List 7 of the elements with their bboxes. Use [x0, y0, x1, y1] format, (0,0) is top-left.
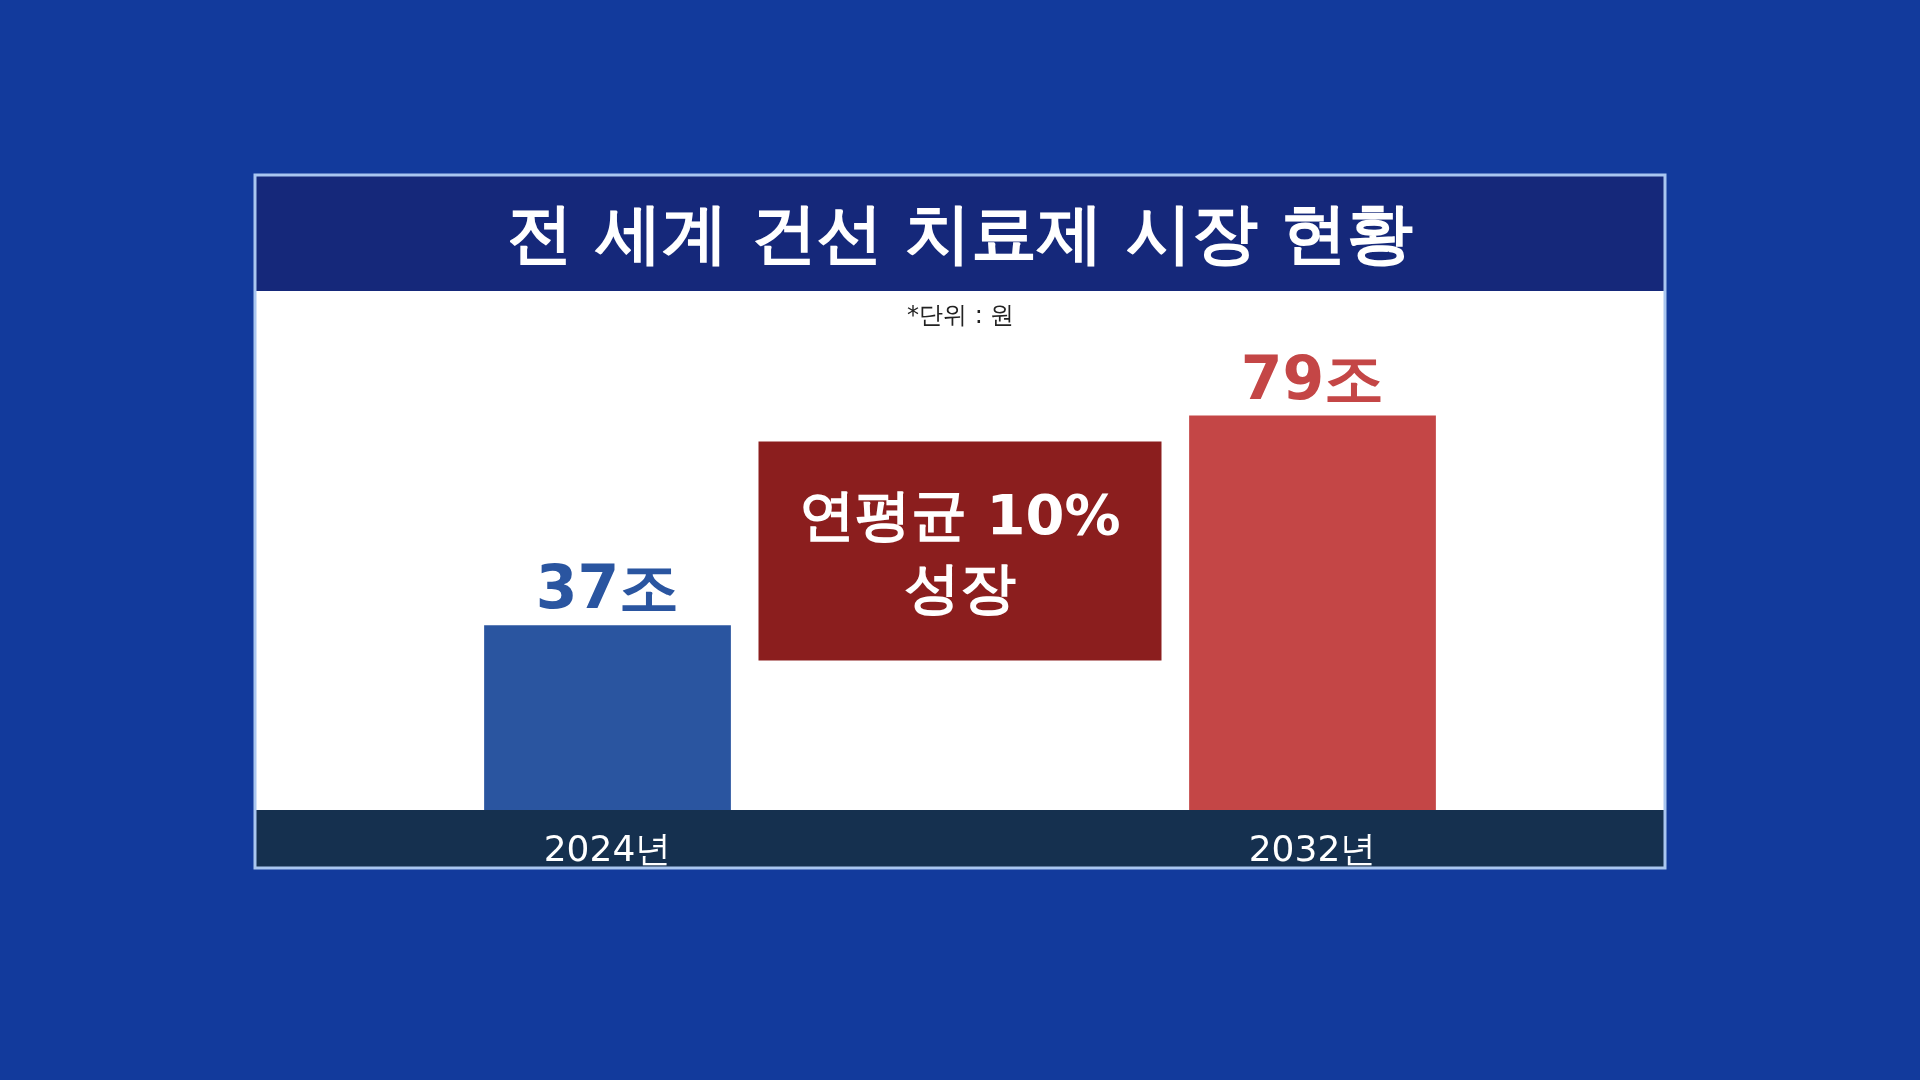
annotation: 연평균 10% 성장 [799, 482, 1121, 620]
data-label: 79조 [1240, 342, 1385, 413]
x-tick-label: 2024년 [543, 828, 672, 869]
chart-title: 전 세계 건선 치료제 시장 현황 [506, 195, 1414, 273]
text: *단위 : 원 [907, 301, 1015, 329]
data-label: 37조 [535, 552, 680, 623]
x-tick-label: 2032년 [1248, 828, 1377, 869]
